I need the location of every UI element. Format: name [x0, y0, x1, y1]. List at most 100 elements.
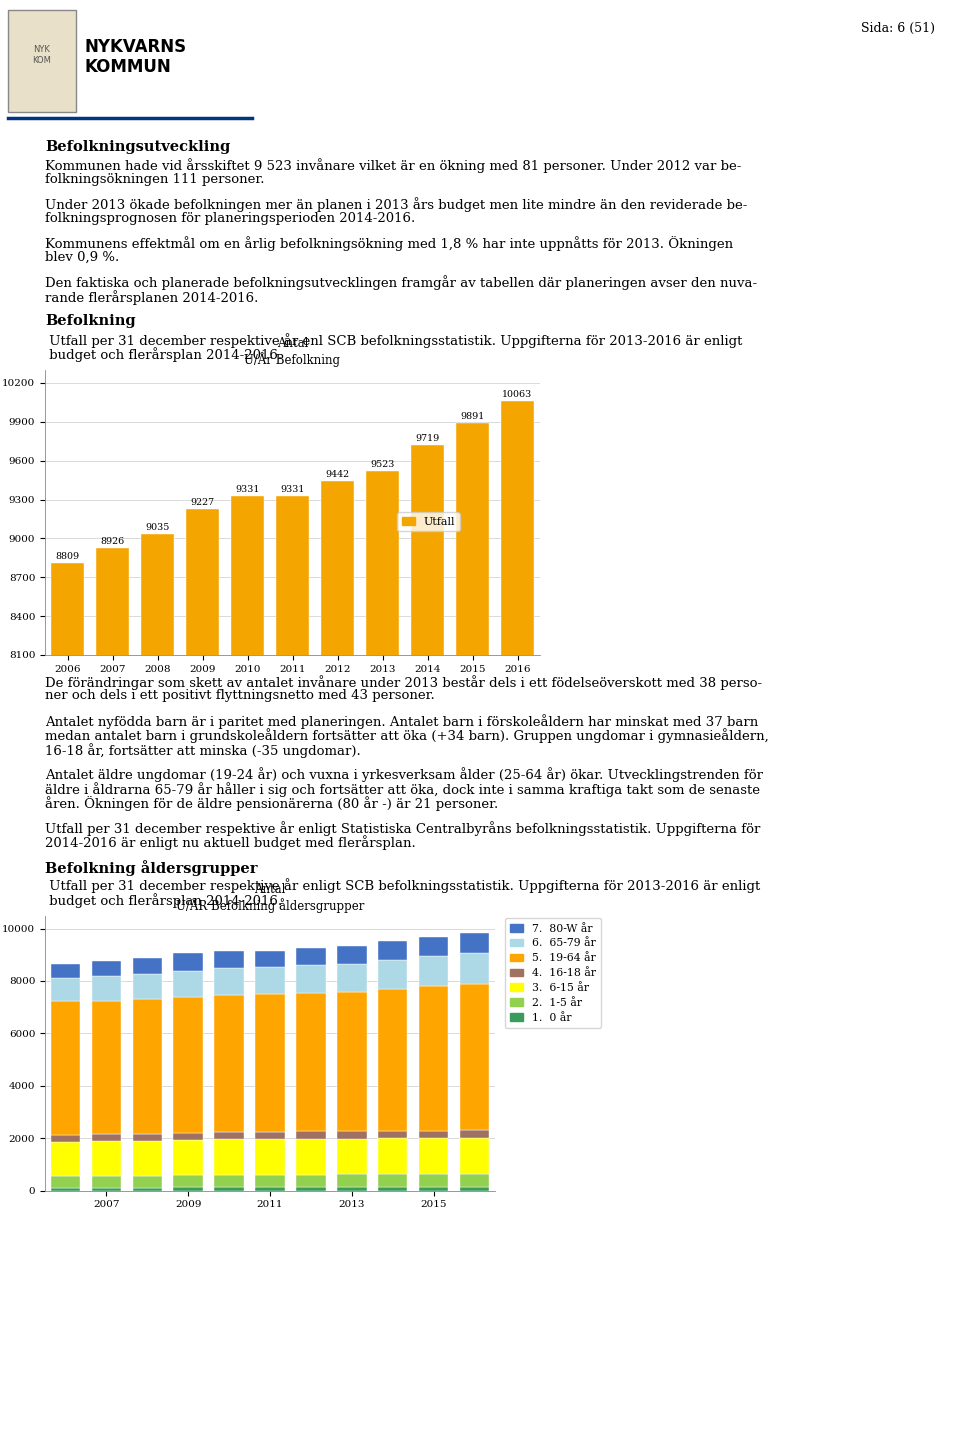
Bar: [214, 1132, 244, 1139]
Bar: [132, 1133, 162, 1141]
Bar: [337, 946, 367, 963]
Text: Befolkning åldersgrupper: Befolkning åldersgrupper: [45, 859, 257, 875]
Bar: [419, 1138, 448, 1174]
Bar: [51, 1177, 81, 1188]
Bar: [214, 968, 244, 995]
Text: rande flerårsplanen 2014-2016.: rande flerårsplanen 2014-2016.: [45, 290, 258, 304]
Bar: [460, 985, 490, 1131]
Bar: [419, 1174, 448, 1187]
Bar: [214, 995, 244, 1132]
Text: Sida: 6 (51): Sida: 6 (51): [861, 22, 935, 35]
Bar: [255, 994, 285, 1132]
Text: KOMMUN: KOMMUN: [84, 58, 171, 76]
Text: Kommunens effektmål om en årlig befolkningsökning med 1,8 % har inte uppnåtts fö: Kommunens effektmål om en årlig befolkni…: [45, 236, 733, 251]
Bar: [255, 966, 285, 994]
Bar: [174, 953, 203, 970]
Bar: [8, 10, 76, 112]
Text: De förändringar som skett av antalet invånare under 2013 består dels i ett födel: De förändringar som skett av antalet inv…: [45, 675, 762, 689]
Text: 9331: 9331: [235, 485, 260, 493]
Text: medan antalet barn i grundskoleåldern fortsätter att öka (+34 barn). Gruppen ung: medan antalet barn i grundskoleåldern fo…: [45, 728, 769, 744]
Text: 9891: 9891: [461, 412, 485, 421]
Text: folkningsprognosen för planeringsperioden 2014-2016.: folkningsprognosen för planeringsperiode…: [45, 212, 416, 225]
Text: budget och flerårsplan 2014-2016.: budget och flerårsplan 2014-2016.: [45, 348, 282, 362]
Text: Antalet nyfödda barn är i paritet med planeringen. Antalet barn i förskoleåldern: Antalet nyfödda barn är i paritet med pl…: [45, 714, 758, 728]
Text: 9331: 9331: [280, 485, 304, 493]
Bar: [214, 1139, 244, 1175]
Bar: [337, 963, 367, 992]
Text: Antalet äldre ungdomar (19-24 år) och vuxna i yrkesverksam ålder (25-64 år) ökar: Antalet äldre ungdomar (19-24 år) och vu…: [45, 767, 763, 783]
Bar: [132, 1175, 162, 1188]
Bar: [460, 933, 490, 953]
Bar: [297, 994, 325, 1132]
Bar: [132, 973, 162, 999]
Bar: [297, 965, 325, 994]
Bar: [141, 534, 174, 1442]
Bar: [174, 1133, 203, 1141]
Bar: [51, 564, 84, 1442]
Text: budget och flerårsplan 2014-2016.: budget och flerårsplan 2014-2016.: [45, 893, 282, 908]
Bar: [337, 1132, 367, 1139]
Bar: [132, 999, 162, 1133]
Bar: [255, 1132, 285, 1139]
Bar: [460, 1174, 490, 1187]
Bar: [460, 953, 490, 985]
Text: 9719: 9719: [416, 434, 440, 443]
Bar: [419, 956, 448, 986]
Bar: [96, 548, 129, 1442]
Text: 2014-2016 är enligt nu aktuell budget med flerårsplan.: 2014-2016 är enligt nu aktuell budget me…: [45, 835, 416, 851]
Bar: [297, 1175, 325, 1187]
Bar: [337, 1174, 367, 1187]
Bar: [51, 1002, 81, 1135]
Bar: [91, 1177, 121, 1188]
Bar: [378, 960, 407, 989]
Bar: [132, 1141, 162, 1175]
Bar: [297, 949, 325, 965]
Bar: [255, 1139, 285, 1175]
Bar: [51, 1135, 81, 1142]
Bar: [378, 1187, 407, 1191]
Text: Den faktiska och planerade befolkningsutvecklingen framgår av tabellen där plane: Den faktiska och planerade befolkningsut…: [45, 275, 757, 290]
Bar: [297, 1187, 325, 1191]
Bar: [419, 1131, 448, 1138]
Title: Antal
U/ÅR Befolkning åldersgrupper: Antal U/ÅR Befolkning åldersgrupper: [176, 883, 364, 913]
Text: 8926: 8926: [101, 536, 125, 547]
Bar: [297, 1139, 325, 1175]
Text: 8809: 8809: [56, 552, 80, 561]
Bar: [51, 1142, 81, 1177]
Text: Befolkningsutveckling: Befolkningsutveckling: [45, 140, 230, 154]
Bar: [419, 986, 448, 1131]
Text: folkningsökningen 111 personer.: folkningsökningen 111 personer.: [45, 173, 265, 186]
Legend: 7.  80-W år, 6.  65-79 år, 5.  19-64 år, 4.  16-18 år, 3.  6-15 år, 2.  1-5 år, : 7. 80-W år, 6. 65-79 år, 5. 19-64 år, 4.…: [505, 919, 601, 1028]
Bar: [91, 1188, 121, 1191]
Text: Kommunen hade vid årsskiftet 9 523 invånare vilket är en ökning med 81 personer.: Kommunen hade vid årsskiftet 9 523 invån…: [45, 159, 741, 173]
Bar: [378, 1174, 407, 1187]
Text: NYKVARNS: NYKVARNS: [84, 37, 186, 56]
Bar: [378, 942, 407, 960]
Text: ner och dels i ett positivt flyttningsnetto med 43 personer.: ner och dels i ett positivt flyttningsne…: [45, 689, 435, 702]
Text: 9442: 9442: [325, 470, 349, 479]
Bar: [411, 446, 444, 1442]
Bar: [367, 470, 398, 1442]
Bar: [91, 962, 121, 976]
Text: 9227: 9227: [190, 497, 215, 508]
Bar: [297, 1132, 325, 1139]
Bar: [214, 1175, 244, 1187]
Text: Utfall per 31 december respektive år enligt Statistiska Centralbyråns befolkning: Utfall per 31 december respektive år enl…: [45, 820, 760, 836]
Bar: [337, 992, 367, 1132]
Bar: [91, 976, 121, 1001]
Bar: [378, 1131, 407, 1138]
Text: 9523: 9523: [371, 460, 395, 469]
Text: Utfall per 31 december respektive år enligt SCB befolkningsstatistik. Uppgiftern: Utfall per 31 december respektive år enl…: [45, 878, 760, 894]
Bar: [419, 937, 448, 956]
Bar: [322, 482, 353, 1442]
Bar: [214, 1187, 244, 1191]
Bar: [456, 423, 489, 1442]
Bar: [186, 509, 219, 1442]
Bar: [255, 952, 285, 966]
Bar: [51, 978, 81, 1002]
Bar: [174, 996, 203, 1133]
Text: NYK
KOM: NYK KOM: [33, 45, 52, 65]
Bar: [378, 1138, 407, 1174]
Bar: [214, 952, 244, 968]
Text: Under 2013 ökade befolkningen mer än planen i 2013 års budget men lite mindre än: Under 2013 ökade befolkningen mer än pla…: [45, 198, 748, 212]
